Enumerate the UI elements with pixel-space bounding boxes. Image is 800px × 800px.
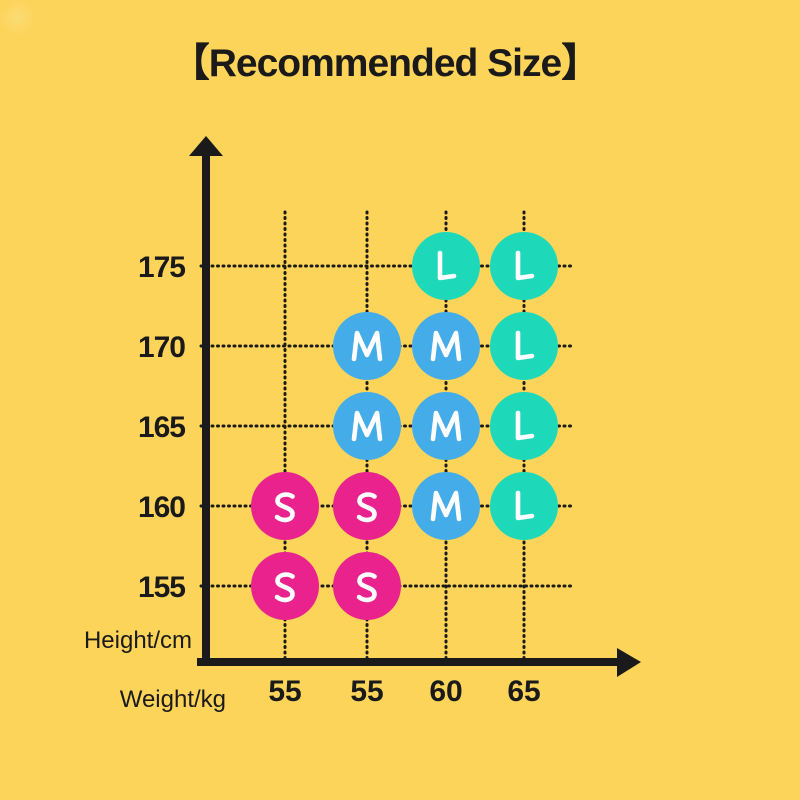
svg-text:60: 60	[429, 675, 462, 708]
svg-text:55: 55	[350, 675, 383, 708]
svg-text:55: 55	[268, 675, 301, 708]
svg-text:155: 155	[138, 571, 185, 604]
svg-text:Weight/kg: Weight/kg	[120, 686, 226, 713]
svg-text:175: 175	[138, 251, 185, 284]
svg-text:Height/cm: Height/cm	[84, 627, 192, 654]
svg-text:160: 160	[138, 491, 185, 524]
svg-text:165: 165	[138, 411, 185, 444]
svg-text:65: 65	[507, 675, 540, 708]
svg-text:170: 170	[138, 331, 185, 364]
